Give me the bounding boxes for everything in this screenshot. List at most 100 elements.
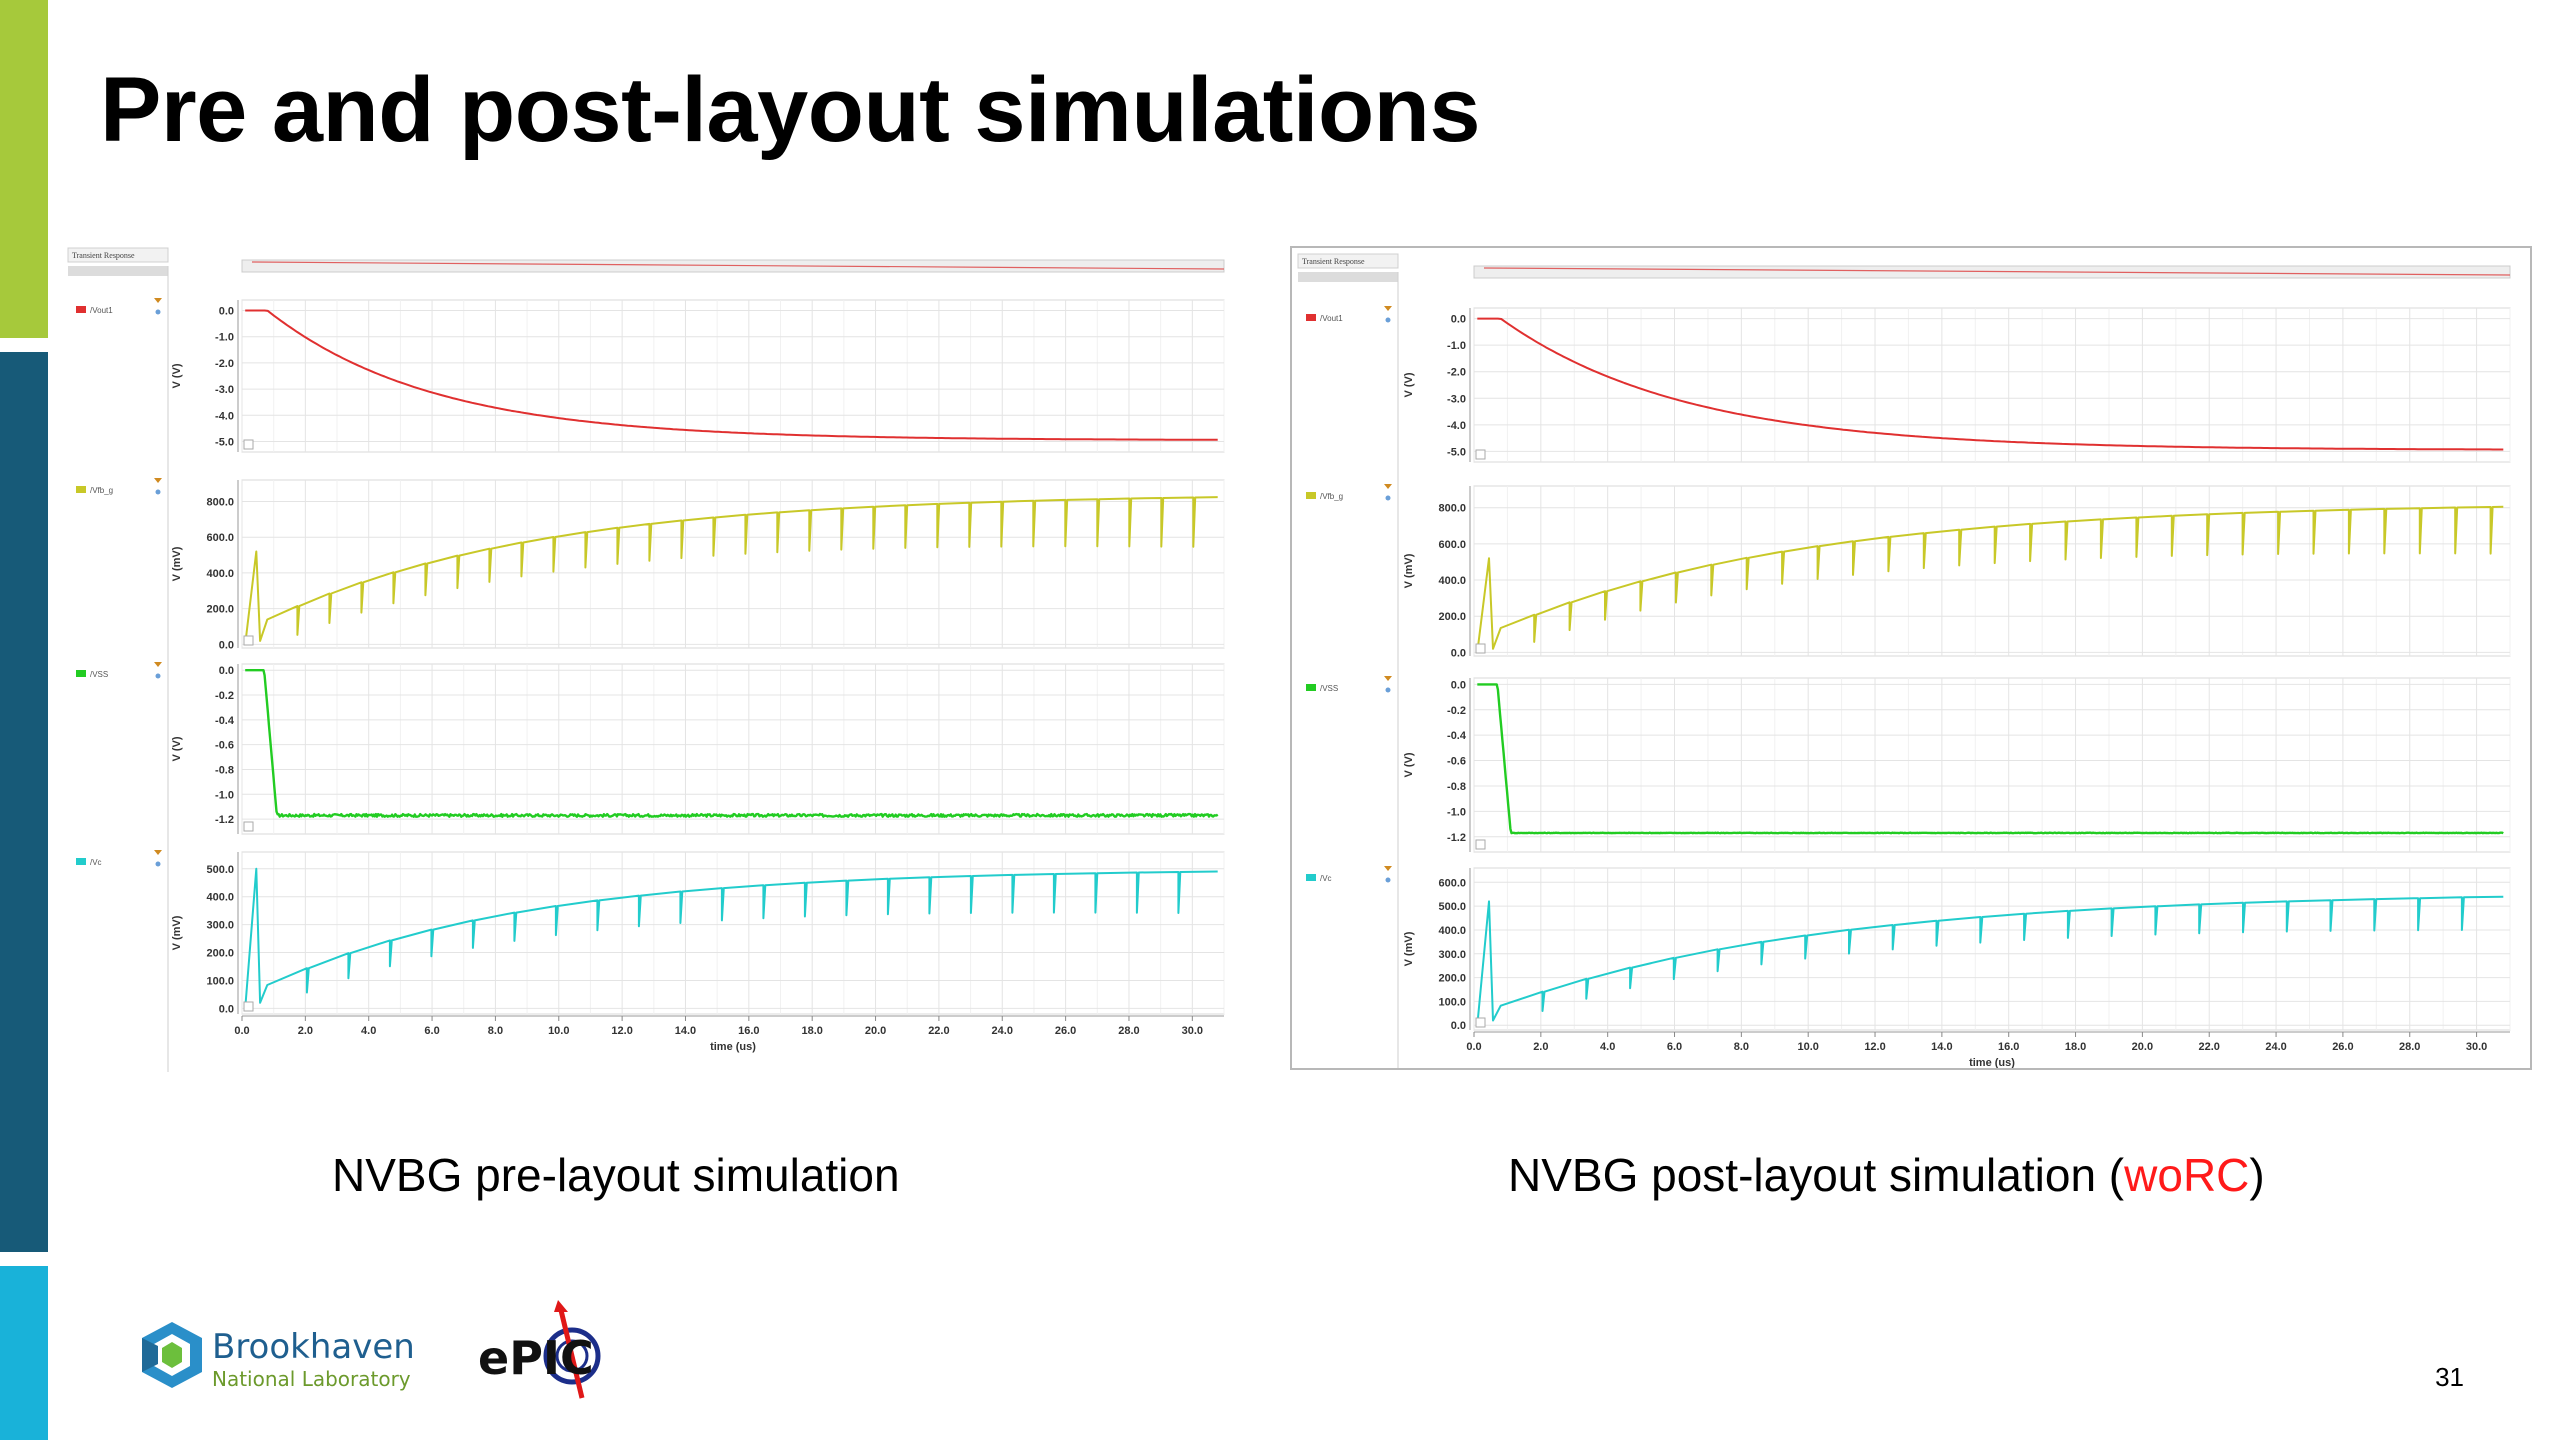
- y-tick-label: 0.0: [1451, 1020, 1466, 1032]
- y-tick-label: 0.0: [219, 639, 234, 651]
- accent-bar-bottom: [0, 1266, 48, 1440]
- zoom-marker: [243, 821, 254, 832]
- zoom-marker: [243, 1001, 254, 1012]
- legend-eye-icon: [1385, 317, 1391, 323]
- y-tick-label: 300.0: [206, 920, 234, 932]
- x-tick-label: 22.0: [2199, 1041, 2220, 1053]
- y-tick-label: -1.0: [215, 789, 234, 801]
- epic-logo: ePIC: [476, 1298, 626, 1413]
- x-tick-label: 20.0: [2132, 1041, 2153, 1053]
- y-tick-label: 300.0: [1438, 949, 1466, 961]
- x-tick-label: 6.0: [424, 1025, 439, 1037]
- y-tick-label: 100.0: [206, 975, 234, 987]
- x-tick-label: 22.0: [928, 1025, 949, 1037]
- filter-icon: [1384, 676, 1392, 681]
- legend-swatch: [76, 306, 86, 313]
- x-axis-label: time (us): [710, 1041, 756, 1053]
- plot-area: [241, 299, 1225, 453]
- panel-header: Transient Response: [67, 247, 1225, 276]
- y-tick-label: -0.4: [215, 715, 235, 727]
- legend-label: /Vc: [1320, 874, 1332, 883]
- legend-label: /VSS: [90, 670, 108, 679]
- subplot-vc: 600.0 500.0 400.0 300.0 200.0 100.0 0.0 V (mV) /…: [1306, 866, 2511, 1032]
- plot-area: [1473, 867, 2511, 1031]
- legend-swatch: [1306, 684, 1316, 691]
- slide-title: Pre and post-layout simulations: [100, 59, 1481, 161]
- y-axis-label: V (mV): [1403, 931, 1415, 966]
- accent-bar-top: [0, 0, 48, 338]
- zoom-marker: [1475, 839, 1486, 850]
- caption-post-layout: NVBG post-layout simulation (woRC): [1508, 1148, 2265, 1202]
- y-tick-label: -0.6: [1447, 756, 1466, 768]
- y-tick-label: 0.0: [1451, 679, 1466, 691]
- legend-label: /VSS: [1320, 684, 1338, 693]
- y-tick-label: 600.0: [1438, 877, 1466, 889]
- legend-eye-icon: [155, 309, 161, 315]
- x-tick-label: 4.0: [361, 1025, 376, 1037]
- x-tick-label: 12.0: [611, 1025, 632, 1037]
- header-title: Transient Response: [72, 251, 135, 260]
- legend-eye-icon: [155, 489, 161, 495]
- filter-icon: [1384, 306, 1392, 311]
- subplot-vc: 500.0 400.0 300.0 200.0 100.0 0.0 V (mV) /Vc: [76, 850, 1225, 1015]
- caption-post-suffix: ): [2249, 1149, 2265, 1201]
- legend-swatch: [76, 858, 86, 865]
- epic-name: ePIC: [478, 1331, 594, 1385]
- series-line: [244, 496, 1218, 645]
- legend-label: /Vfb_g: [1320, 492, 1343, 501]
- overview-trace: [1483, 267, 2511, 276]
- legend-eye-icon: [1385, 687, 1391, 693]
- x-tick-label: 30.0: [1182, 1025, 1203, 1037]
- y-tick-label: 500.0: [206, 864, 234, 876]
- hexagon-logo-icon: Brookhaven National Laboratory: [142, 1322, 415, 1391]
- y-axis-label: V (mV): [171, 546, 183, 581]
- series-line: [245, 309, 1218, 441]
- y-axis-label: V (mV): [1403, 553, 1415, 588]
- y-tick-label: 200.0: [206, 604, 234, 616]
- plot-area: [1473, 307, 2511, 463]
- plot-area: [241, 479, 1225, 649]
- y-tick-label: -3.0: [215, 384, 234, 396]
- x-tick-label: 18.0: [2065, 1041, 2086, 1053]
- x-tick-label: 24.0: [2265, 1041, 2286, 1053]
- x-tick-label: 8.0: [1734, 1041, 1749, 1053]
- x-tick-label: 26.0: [1055, 1025, 1076, 1037]
- y-tick-label: 400.0: [1438, 575, 1466, 587]
- x-tick-label: 6.0: [1667, 1041, 1682, 1053]
- brookhaven-logo: Brookhaven National Laboratory: [138, 1318, 458, 1403]
- y-tick-label: -1.0: [1447, 806, 1466, 818]
- header-box: [1297, 253, 1399, 269]
- legend-label: /Vc: [90, 858, 102, 867]
- y-axis-label: V (V): [171, 736, 183, 761]
- legend-swatch: [1306, 874, 1316, 881]
- y-tick-label: 0.0: [1451, 647, 1466, 659]
- filter-icon: [154, 478, 162, 483]
- legend-label: /Vout1: [1320, 314, 1343, 323]
- zoom-marker: [1475, 1017, 1486, 1028]
- y-tick-label: 600.0: [1438, 539, 1466, 551]
- filter-icon: [1384, 866, 1392, 871]
- x-tick-label: 28.0: [2399, 1041, 2420, 1053]
- y-tick-label: 500.0: [1438, 901, 1466, 913]
- y-axis-label: V (mV): [171, 915, 183, 950]
- y-tick-label: -1.0: [215, 332, 234, 344]
- filter-icon: [154, 298, 162, 303]
- y-tick-label: -1.2: [1447, 832, 1466, 844]
- y-tick-label: -5.0: [1447, 446, 1466, 458]
- y-tick-label: 200.0: [1438, 973, 1466, 985]
- x-tick-label: 14.0: [1931, 1041, 1952, 1053]
- y-tick-label: -2.0: [1447, 367, 1466, 379]
- zoom-marker: [1475, 449, 1486, 460]
- caption-pre-text: NVBG pre-layout simulation: [332, 1149, 900, 1201]
- y-tick-label: 0.0: [219, 665, 234, 677]
- legend-swatch: [76, 670, 86, 677]
- y-tick-label: 400.0: [1438, 925, 1466, 937]
- series-line: [1476, 505, 2504, 653]
- x-tick-label: 28.0: [1118, 1025, 1139, 1037]
- filter-icon: [154, 850, 162, 855]
- series-line: [1477, 683, 2504, 835]
- y-tick-label: 0.0: [1451, 314, 1466, 326]
- legend-header: [1298, 272, 1398, 282]
- x-tick-label: 4.0: [1600, 1041, 1615, 1053]
- y-tick-label: 200.0: [1438, 611, 1466, 623]
